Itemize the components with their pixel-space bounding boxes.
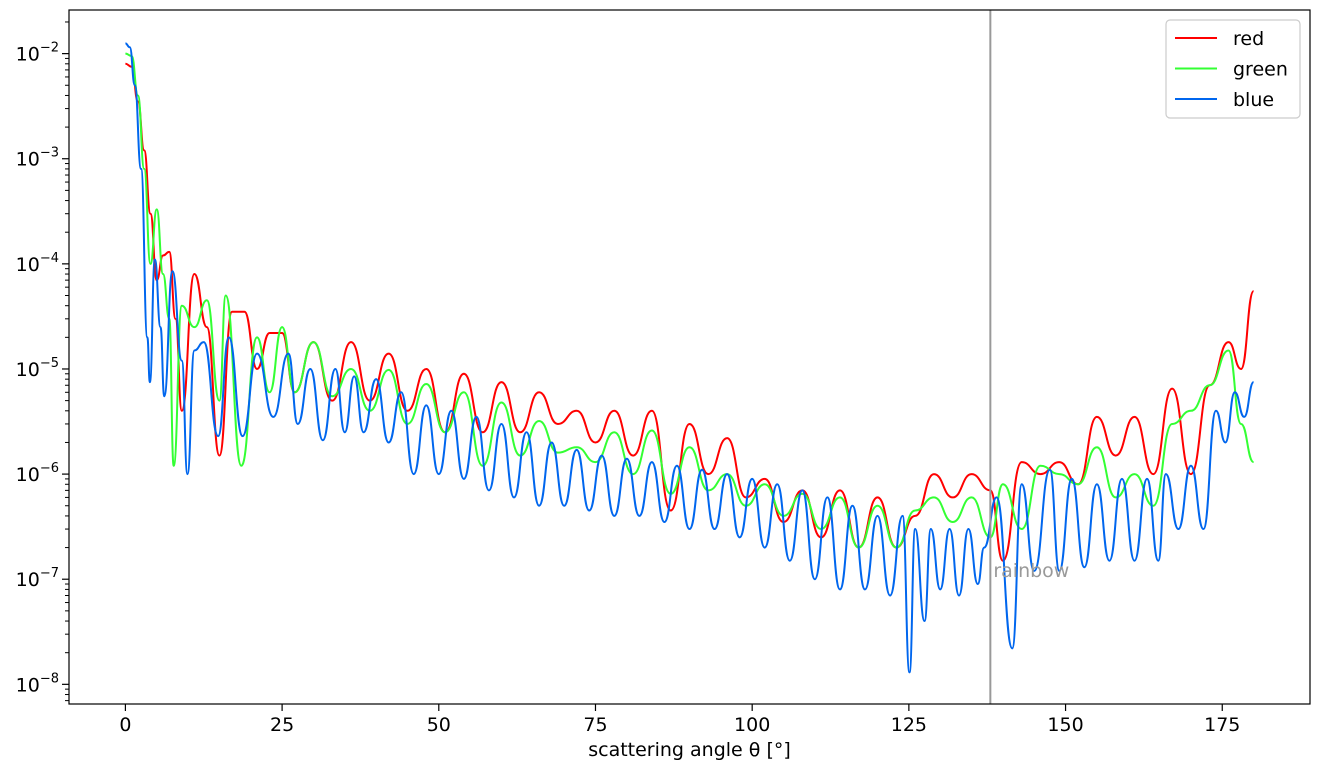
x-tick-label: 25 — [270, 714, 294, 736]
x-tick-label: 50 — [427, 714, 451, 736]
x-tick-label: 0 — [119, 714, 131, 736]
legend-label-blue: blue — [1233, 89, 1274, 111]
legend-box — [1165, 19, 1301, 119]
y-tick-label: 10−5 — [16, 356, 59, 381]
series-line-red — [125, 62, 1255, 562]
x-tick-label: 75 — [583, 714, 607, 736]
y-tick-base: 10 — [16, 44, 40, 66]
y-tick-base: 10 — [16, 674, 40, 696]
y-tick-base: 10 — [16, 569, 40, 591]
x-tick-label: 175 — [1204, 714, 1240, 736]
y-tick-label: 10−3 — [16, 146, 59, 171]
x-axis-label: scattering angle θ [°] — [588, 739, 791, 761]
y-tick-exponent: −7 — [40, 566, 59, 581]
legend-label-red: red — [1233, 28, 1264, 50]
y-tick-label: 10−6 — [16, 461, 59, 486]
legend-label-green: green — [1233, 59, 1288, 81]
annotation-label: rainbow — [993, 560, 1069, 582]
y-tick-exponent: −4 — [40, 251, 59, 266]
y-tick-exponent: −8 — [40, 671, 59, 686]
legend: red green blue — [1165, 19, 1301, 119]
axes-frame — [68, 9, 1311, 705]
annotations: rainbow — [989, 10, 1069, 704]
y-tick-base: 10 — [16, 359, 40, 381]
x-tick-label: 100 — [734, 714, 770, 736]
y-tick-exponent: −6 — [40, 461, 59, 476]
y-tick-exponent: −2 — [40, 41, 59, 56]
y-tick-label: 10−7 — [16, 566, 59, 591]
x-tick-label: 150 — [1047, 714, 1083, 736]
y-tick-base: 10 — [16, 254, 40, 276]
y-tick-label: 10−8 — [16, 671, 59, 696]
series-line-green — [125, 52, 1255, 549]
x-tick-label: 125 — [891, 714, 927, 736]
y-tick-base: 10 — [16, 149, 40, 171]
x-axis-ticks: 0 25 50 75 100 125 150 175 — [119, 704, 1240, 736]
series-line-blue — [125, 42, 1255, 674]
y-tick-exponent: −3 — [40, 146, 59, 161]
y-axis-ticks: 10−810−710−610−510−410−310−2 — [16, 21, 69, 702]
plot-area — [125, 42, 1255, 674]
y-tick-label: 10−2 — [16, 41, 59, 66]
y-tick-label: 10−4 — [16, 251, 59, 276]
y-tick-exponent: −5 — [40, 356, 59, 371]
y-tick-base: 10 — [16, 464, 40, 486]
